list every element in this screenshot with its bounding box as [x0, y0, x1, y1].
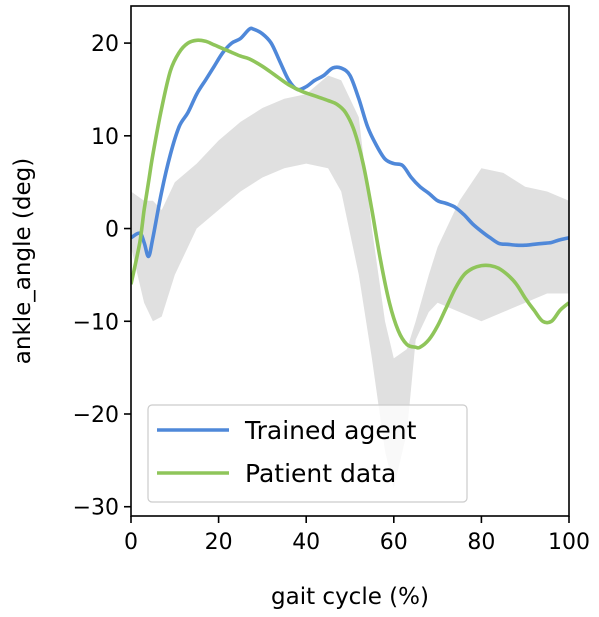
y-tick-label: 0	[105, 218, 119, 243]
x-tick-label: 40	[292, 530, 320, 555]
series-line-trained-agent	[131, 26, 569, 259]
std-band-layer	[131, 75, 569, 489]
x-tick-label: 20	[205, 530, 233, 555]
legend: Trained agent Patient data	[147, 404, 468, 503]
plot-border	[130, 5, 570, 517]
axis-ticks: 0 20 40 60 80 100 −30 −20 −10 0 10 20	[73, 32, 590, 555]
x-tick-label: 100	[548, 530, 590, 555]
y-tick-label: 20	[91, 32, 119, 57]
series-line-patient-data	[131, 38, 569, 350]
plot-frame	[130, 5, 570, 517]
x-axis-label: gait cycle (%)	[271, 584, 429, 610]
legend-label-trained-agent: Trained agent	[244, 416, 417, 445]
x-tick-label: 80	[467, 530, 495, 555]
y-tick-label: −20	[73, 403, 119, 428]
y-tick-label: 10	[91, 125, 119, 150]
x-tick-label: 60	[380, 530, 408, 555]
y-axis-label: ankle_angle (deg)	[10, 158, 36, 364]
x-tick-label: 0	[124, 530, 138, 555]
std-band	[131, 75, 569, 489]
y-tick-label: −10	[73, 310, 119, 335]
series-layer	[131, 26, 569, 350]
legend-label-patient-data: Patient data	[245, 459, 396, 488]
y-tick-label: −30	[73, 496, 119, 521]
